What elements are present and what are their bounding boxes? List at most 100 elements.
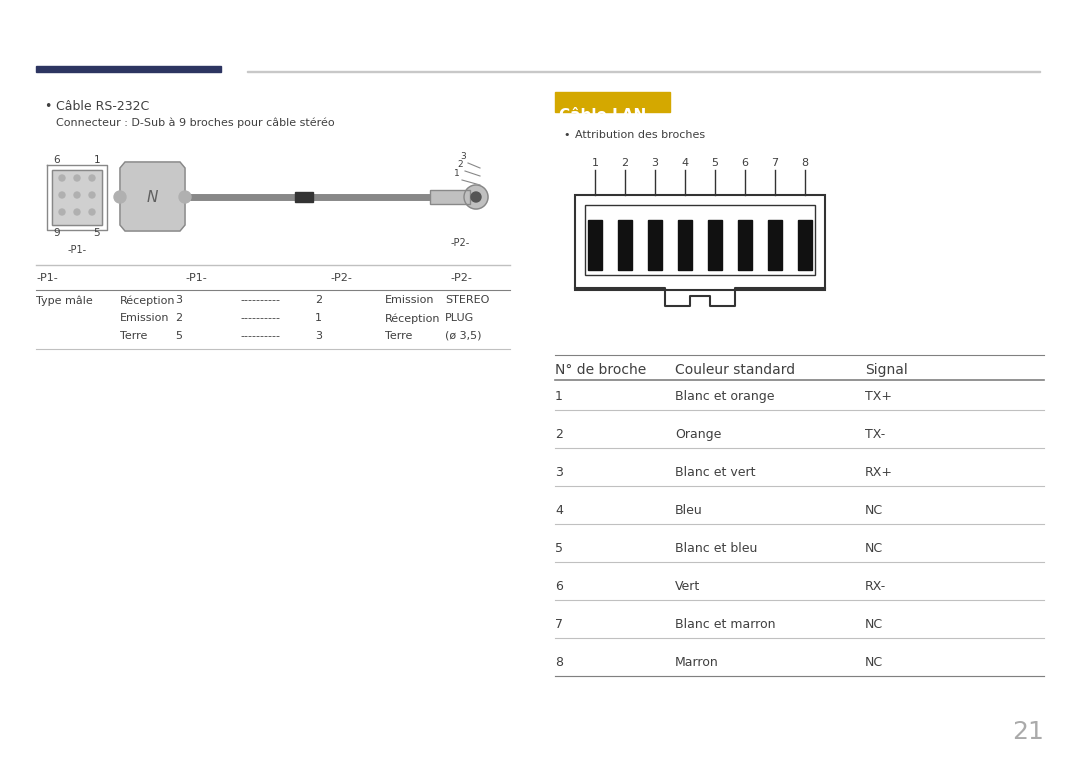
Text: Orange: Orange	[675, 428, 721, 441]
Text: Connecteur : D-Sub à 9 broches pour câble stéréo: Connecteur : D-Sub à 9 broches pour câbl…	[56, 117, 335, 127]
Bar	[247, 70, 1040, 72]
Bar	[588, 220, 602, 270]
Text: 5: 5	[712, 158, 718, 168]
Bar	[768, 220, 782, 270]
Text: RX+: RX+	[865, 466, 893, 479]
Text: -P1-: -P1-	[67, 245, 86, 255]
Text: Bleu: Bleu	[675, 504, 703, 517]
Text: N: N	[146, 189, 158, 204]
Text: 3: 3	[555, 466, 563, 479]
Text: 1: 1	[94, 155, 100, 165]
Text: 5: 5	[555, 542, 563, 555]
Circle shape	[59, 175, 65, 181]
Text: 9: 9	[54, 228, 60, 238]
Text: 4: 4	[555, 504, 563, 517]
Text: NC: NC	[865, 618, 883, 631]
Text: Blanc et bleu: Blanc et bleu	[675, 542, 757, 555]
Text: 1: 1	[592, 158, 598, 168]
Circle shape	[89, 209, 95, 215]
Text: 2: 2	[457, 160, 463, 169]
Text: Signal: Signal	[865, 363, 908, 377]
Text: Marron: Marron	[675, 656, 719, 669]
Bar	[798, 220, 812, 270]
Text: Emission: Emission	[120, 313, 170, 323]
Text: 7: 7	[771, 158, 779, 168]
Text: 1: 1	[455, 169, 460, 178]
Bar	[36, 66, 221, 72]
Text: 2: 2	[555, 428, 563, 441]
Bar	[585, 205, 815, 275]
Bar	[738, 220, 752, 270]
Text: 7: 7	[555, 618, 563, 631]
Text: 3: 3	[651, 158, 659, 168]
Circle shape	[59, 192, 65, 198]
Circle shape	[179, 191, 191, 203]
Text: -P2-: -P2-	[330, 273, 352, 283]
Bar	[678, 220, 692, 270]
Circle shape	[464, 185, 488, 209]
Bar	[430, 190, 470, 204]
Text: PLUG: PLUG	[445, 313, 474, 323]
Text: (ø 3,5): (ø 3,5)	[445, 331, 482, 341]
Bar	[430, 190, 470, 204]
Text: 8: 8	[801, 158, 809, 168]
Text: 5: 5	[94, 228, 100, 238]
Bar	[618, 220, 632, 270]
Text: Câble LAN: Câble LAN	[559, 108, 646, 123]
Text: STEREO: STEREO	[445, 295, 489, 305]
Text: -P2-: -P2-	[450, 238, 470, 248]
Circle shape	[89, 192, 95, 198]
Text: •: •	[44, 100, 52, 113]
Text: 8: 8	[555, 656, 563, 669]
Text: ----------: ----------	[240, 331, 280, 341]
Text: TX-: TX-	[865, 428, 886, 441]
Bar	[648, 220, 662, 270]
Text: NC: NC	[865, 504, 883, 517]
Text: Blanc et marron: Blanc et marron	[675, 618, 775, 631]
Bar	[708, 220, 723, 270]
Text: 3: 3	[460, 152, 465, 161]
Text: 6: 6	[555, 580, 563, 593]
Text: Terre: Terre	[120, 331, 147, 341]
Text: Vert: Vert	[675, 580, 700, 593]
Text: Réception: Réception	[120, 295, 175, 305]
Text: 6: 6	[54, 155, 60, 165]
Text: 2: 2	[621, 158, 629, 168]
Circle shape	[59, 209, 65, 215]
Text: Réception: Réception	[384, 313, 441, 324]
Text: NC: NC	[865, 656, 883, 669]
Text: 5: 5	[175, 331, 183, 341]
Text: -P1-: -P1-	[185, 273, 206, 283]
Text: RX-: RX-	[865, 580, 887, 593]
Bar	[52, 170, 102, 225]
Text: 3: 3	[175, 295, 183, 305]
Text: Terre: Terre	[384, 331, 413, 341]
Text: Couleur standard: Couleur standard	[675, 363, 795, 377]
Bar	[295, 192, 313, 202]
Text: Type mâle: Type mâle	[36, 295, 93, 305]
Text: TX+: TX+	[865, 390, 892, 403]
Circle shape	[75, 192, 80, 198]
Bar	[555, 92, 670, 112]
Text: N° de broche: N° de broche	[555, 363, 646, 377]
Text: 6: 6	[742, 158, 748, 168]
Circle shape	[471, 192, 481, 202]
Text: 2: 2	[175, 313, 183, 323]
Bar	[575, 195, 825, 290]
Text: 1: 1	[315, 313, 322, 323]
Bar	[52, 170, 102, 225]
Text: NC: NC	[865, 542, 883, 555]
Circle shape	[89, 175, 95, 181]
Text: 2: 2	[315, 295, 322, 305]
Circle shape	[75, 175, 80, 181]
Text: 4: 4	[681, 158, 689, 168]
Polygon shape	[120, 162, 185, 231]
Text: Câble RS-232C: Câble RS-232C	[56, 100, 149, 113]
Text: Blanc et orange: Blanc et orange	[675, 390, 774, 403]
Text: -P1-: -P1-	[36, 273, 57, 283]
Circle shape	[114, 191, 126, 203]
Text: 21: 21	[1012, 720, 1044, 744]
Text: -P2-: -P2-	[450, 273, 472, 283]
Text: 3: 3	[315, 331, 322, 341]
Text: 1: 1	[555, 390, 563, 403]
